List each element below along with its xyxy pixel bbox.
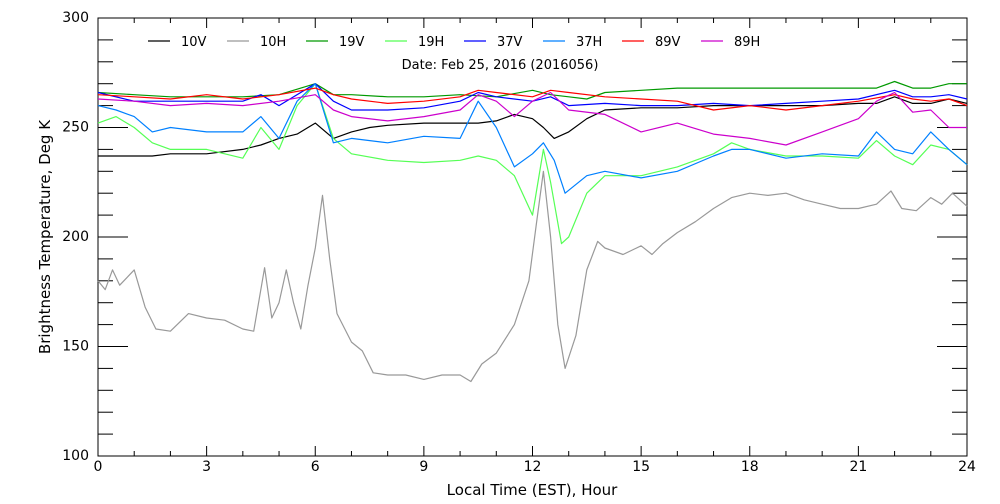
x-tick-label: 6 — [311, 459, 320, 475]
y-tick-labels: 100 150 200 250 300 — [62, 10, 89, 464]
x-tick-label: 21 — [849, 459, 867, 475]
series-line-10h — [97, 170, 968, 383]
y-axis-label: Brightness Temperature, Deg K — [36, 119, 54, 354]
series-line-89v — [97, 87, 968, 111]
series-line-89h — [97, 91, 967, 146]
x-tick-label: 18 — [741, 459, 759, 475]
legend-label-19v: 19V — [339, 35, 365, 50]
x-tick-label: 3 — [202, 459, 211, 475]
x-tick-labels: 0 3 6 9 12 15 18 21 24 — [94, 459, 976, 475]
axis-ticks — [97, 17, 968, 457]
series-line-37h — [97, 83, 968, 194]
legend-label-89h: 89H — [734, 35, 760, 50]
y-tick-label: 250 — [62, 120, 89, 136]
y-tick-label: 150 — [62, 339, 89, 355]
legend-label-37h: 37H — [576, 35, 602, 50]
x-tick-label: 9 — [419, 459, 428, 475]
x-tick-label: 24 — [958, 459, 976, 475]
x-axis-label: Local Time (EST), Hour — [447, 481, 618, 499]
chart-title: Date: Feb 25, 2016 (2016056) — [402, 58, 599, 73]
legend-label-37v: 37V — [497, 35, 523, 50]
series-lines — [97, 80, 968, 383]
x-tick-label: 0 — [94, 459, 103, 475]
legend-label-10v: 10V — [181, 35, 207, 50]
x-tick-label: 15 — [632, 459, 650, 475]
plot-frame — [97, 17, 968, 457]
legend-label-19h: 19H — [418, 35, 444, 50]
y-tick-label: 100 — [62, 448, 89, 464]
y-tick-label: 200 — [62, 229, 89, 245]
series-line-10v — [98, 96, 968, 157]
legend-label-89v: 89V — [655, 35, 681, 50]
series-line-19h — [97, 83, 968, 245]
x-tick-label: 12 — [524, 459, 542, 475]
legend: 10V 10H 19V 19H 37V 37H 89V 89H — [148, 35, 760, 50]
y-tick-label: 300 — [62, 10, 89, 26]
legend-label-10h: 10H — [260, 35, 286, 50]
